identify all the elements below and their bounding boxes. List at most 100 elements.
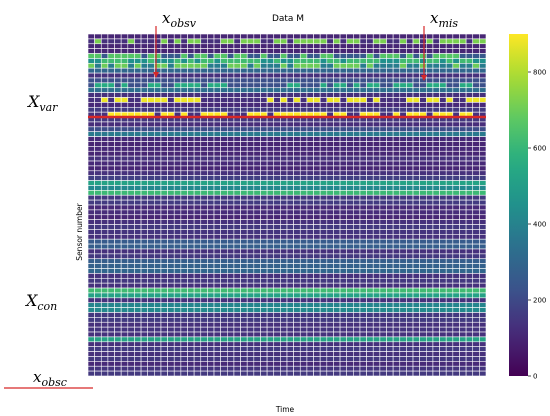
heatmap-cell — [319, 87, 328, 93]
heatmap-cell — [379, 307, 387, 313]
heatmap-cell — [339, 77, 348, 84]
heatmap-cell — [134, 102, 142, 108]
heatmap-cell — [445, 351, 454, 357]
heatmap-cell — [127, 268, 135, 274]
heatmap-cell — [479, 53, 487, 59]
heatmap-cell — [339, 150, 348, 157]
heatmap-cell — [459, 92, 467, 98]
heatmap-cell — [134, 336, 142, 343]
heatmap-cell — [154, 312, 162, 318]
heatmap-cell — [465, 297, 474, 304]
heatmap-cell — [253, 165, 261, 172]
heatmap-cell — [459, 297, 467, 304]
heatmap-cell — [286, 170, 294, 176]
heatmap-cell — [412, 361, 420, 367]
heatmap-cell — [372, 102, 381, 108]
heatmap-cell — [333, 326, 341, 333]
heatmap-cell — [213, 312, 221, 318]
heatmap-cell — [406, 136, 414, 142]
heatmap-cell — [253, 321, 261, 328]
heatmap-cell — [333, 175, 341, 181]
heatmap-cell — [240, 33, 248, 40]
heatmap-cell — [432, 33, 440, 40]
heatmap-cell — [425, 336, 434, 343]
heatmap-cell — [220, 214, 228, 220]
heatmap-cell — [173, 175, 182, 181]
heatmap-cell — [419, 126, 427, 133]
heatmap-cell — [233, 302, 241, 308]
heatmap-cell — [479, 312, 487, 318]
heatmap-cell — [386, 292, 394, 299]
heatmap-cell — [372, 361, 381, 367]
heatmap-cell — [299, 273, 308, 279]
heatmap-cell — [227, 126, 235, 133]
heatmap-cell — [107, 282, 115, 289]
heatmap-cell — [445, 336, 454, 343]
heatmap-cell — [306, 331, 314, 338]
heatmap-cell — [432, 43, 440, 49]
heatmap-cell — [140, 302, 149, 308]
heatmap-cell — [353, 33, 361, 40]
heatmap-cell — [160, 263, 168, 269]
heatmap-cell — [399, 331, 407, 338]
heatmap-cell — [372, 185, 381, 191]
heatmap-cell — [114, 136, 122, 142]
heatmap-cell — [372, 336, 381, 343]
heatmap-cell — [233, 317, 241, 323]
heatmap-cell — [339, 126, 348, 133]
heatmap-cell — [180, 365, 188, 372]
heatmap-cell — [293, 126, 301, 133]
heatmap-cell — [107, 194, 115, 201]
heatmap-cell — [273, 277, 281, 284]
heatmap-cell — [425, 67, 434, 74]
heatmap-cell — [353, 63, 361, 69]
heatmap-cell — [319, 248, 328, 255]
heatmap-cell — [173, 214, 182, 220]
heatmap-cell — [100, 106, 109, 113]
heatmap-cell — [193, 243, 202, 250]
heatmap-cell — [465, 136, 474, 142]
heatmap-cell — [207, 238, 215, 245]
heatmap-cell — [167, 297, 175, 304]
heatmap-cell — [366, 160, 374, 167]
heatmap-cell — [114, 175, 122, 181]
heatmap-cell — [439, 365, 447, 372]
heatmap-cell — [187, 155, 195, 162]
heatmap-cell — [140, 38, 149, 45]
heatmap-cell — [94, 121, 102, 128]
heatmap-cell — [100, 160, 109, 167]
heatmap-cell — [94, 53, 102, 59]
heatmap-cell — [107, 307, 115, 313]
heatmap-cell — [107, 321, 115, 328]
heatmap-cell — [266, 282, 275, 289]
heatmap-cell — [114, 141, 122, 147]
heatmap-cell — [392, 53, 401, 59]
heatmap-cell — [326, 146, 334, 152]
heatmap-cell — [339, 175, 348, 181]
heatmap-cell — [326, 361, 334, 367]
heatmap-cell — [399, 82, 407, 89]
heatmap-cell — [286, 346, 294, 352]
heatmap-cell — [452, 165, 460, 172]
heatmap-cell — [445, 175, 454, 181]
heatmap-cell — [425, 214, 434, 220]
heatmap-cell — [313, 165, 321, 172]
heatmap-cell — [339, 229, 348, 235]
heatmap-cell — [187, 185, 195, 191]
heatmap-cell — [87, 87, 95, 93]
heatmap-cell — [140, 194, 149, 201]
heatmap-cell — [472, 292, 480, 299]
heatmap-cell — [439, 321, 447, 328]
heatmap-cell — [127, 150, 135, 157]
heatmap-cell — [346, 321, 354, 328]
heatmap-cell — [465, 160, 474, 167]
heatmap-cell — [326, 214, 334, 220]
heatmap-cell — [127, 136, 135, 142]
heatmap-cell — [346, 33, 354, 40]
heatmap-cell — [220, 146, 228, 152]
heatmap-cell — [213, 33, 221, 40]
heatmap-cell — [193, 302, 202, 308]
heatmap-cell — [299, 341, 308, 347]
heatmap-cell — [333, 58, 341, 64]
heatmap-cell — [293, 53, 301, 59]
